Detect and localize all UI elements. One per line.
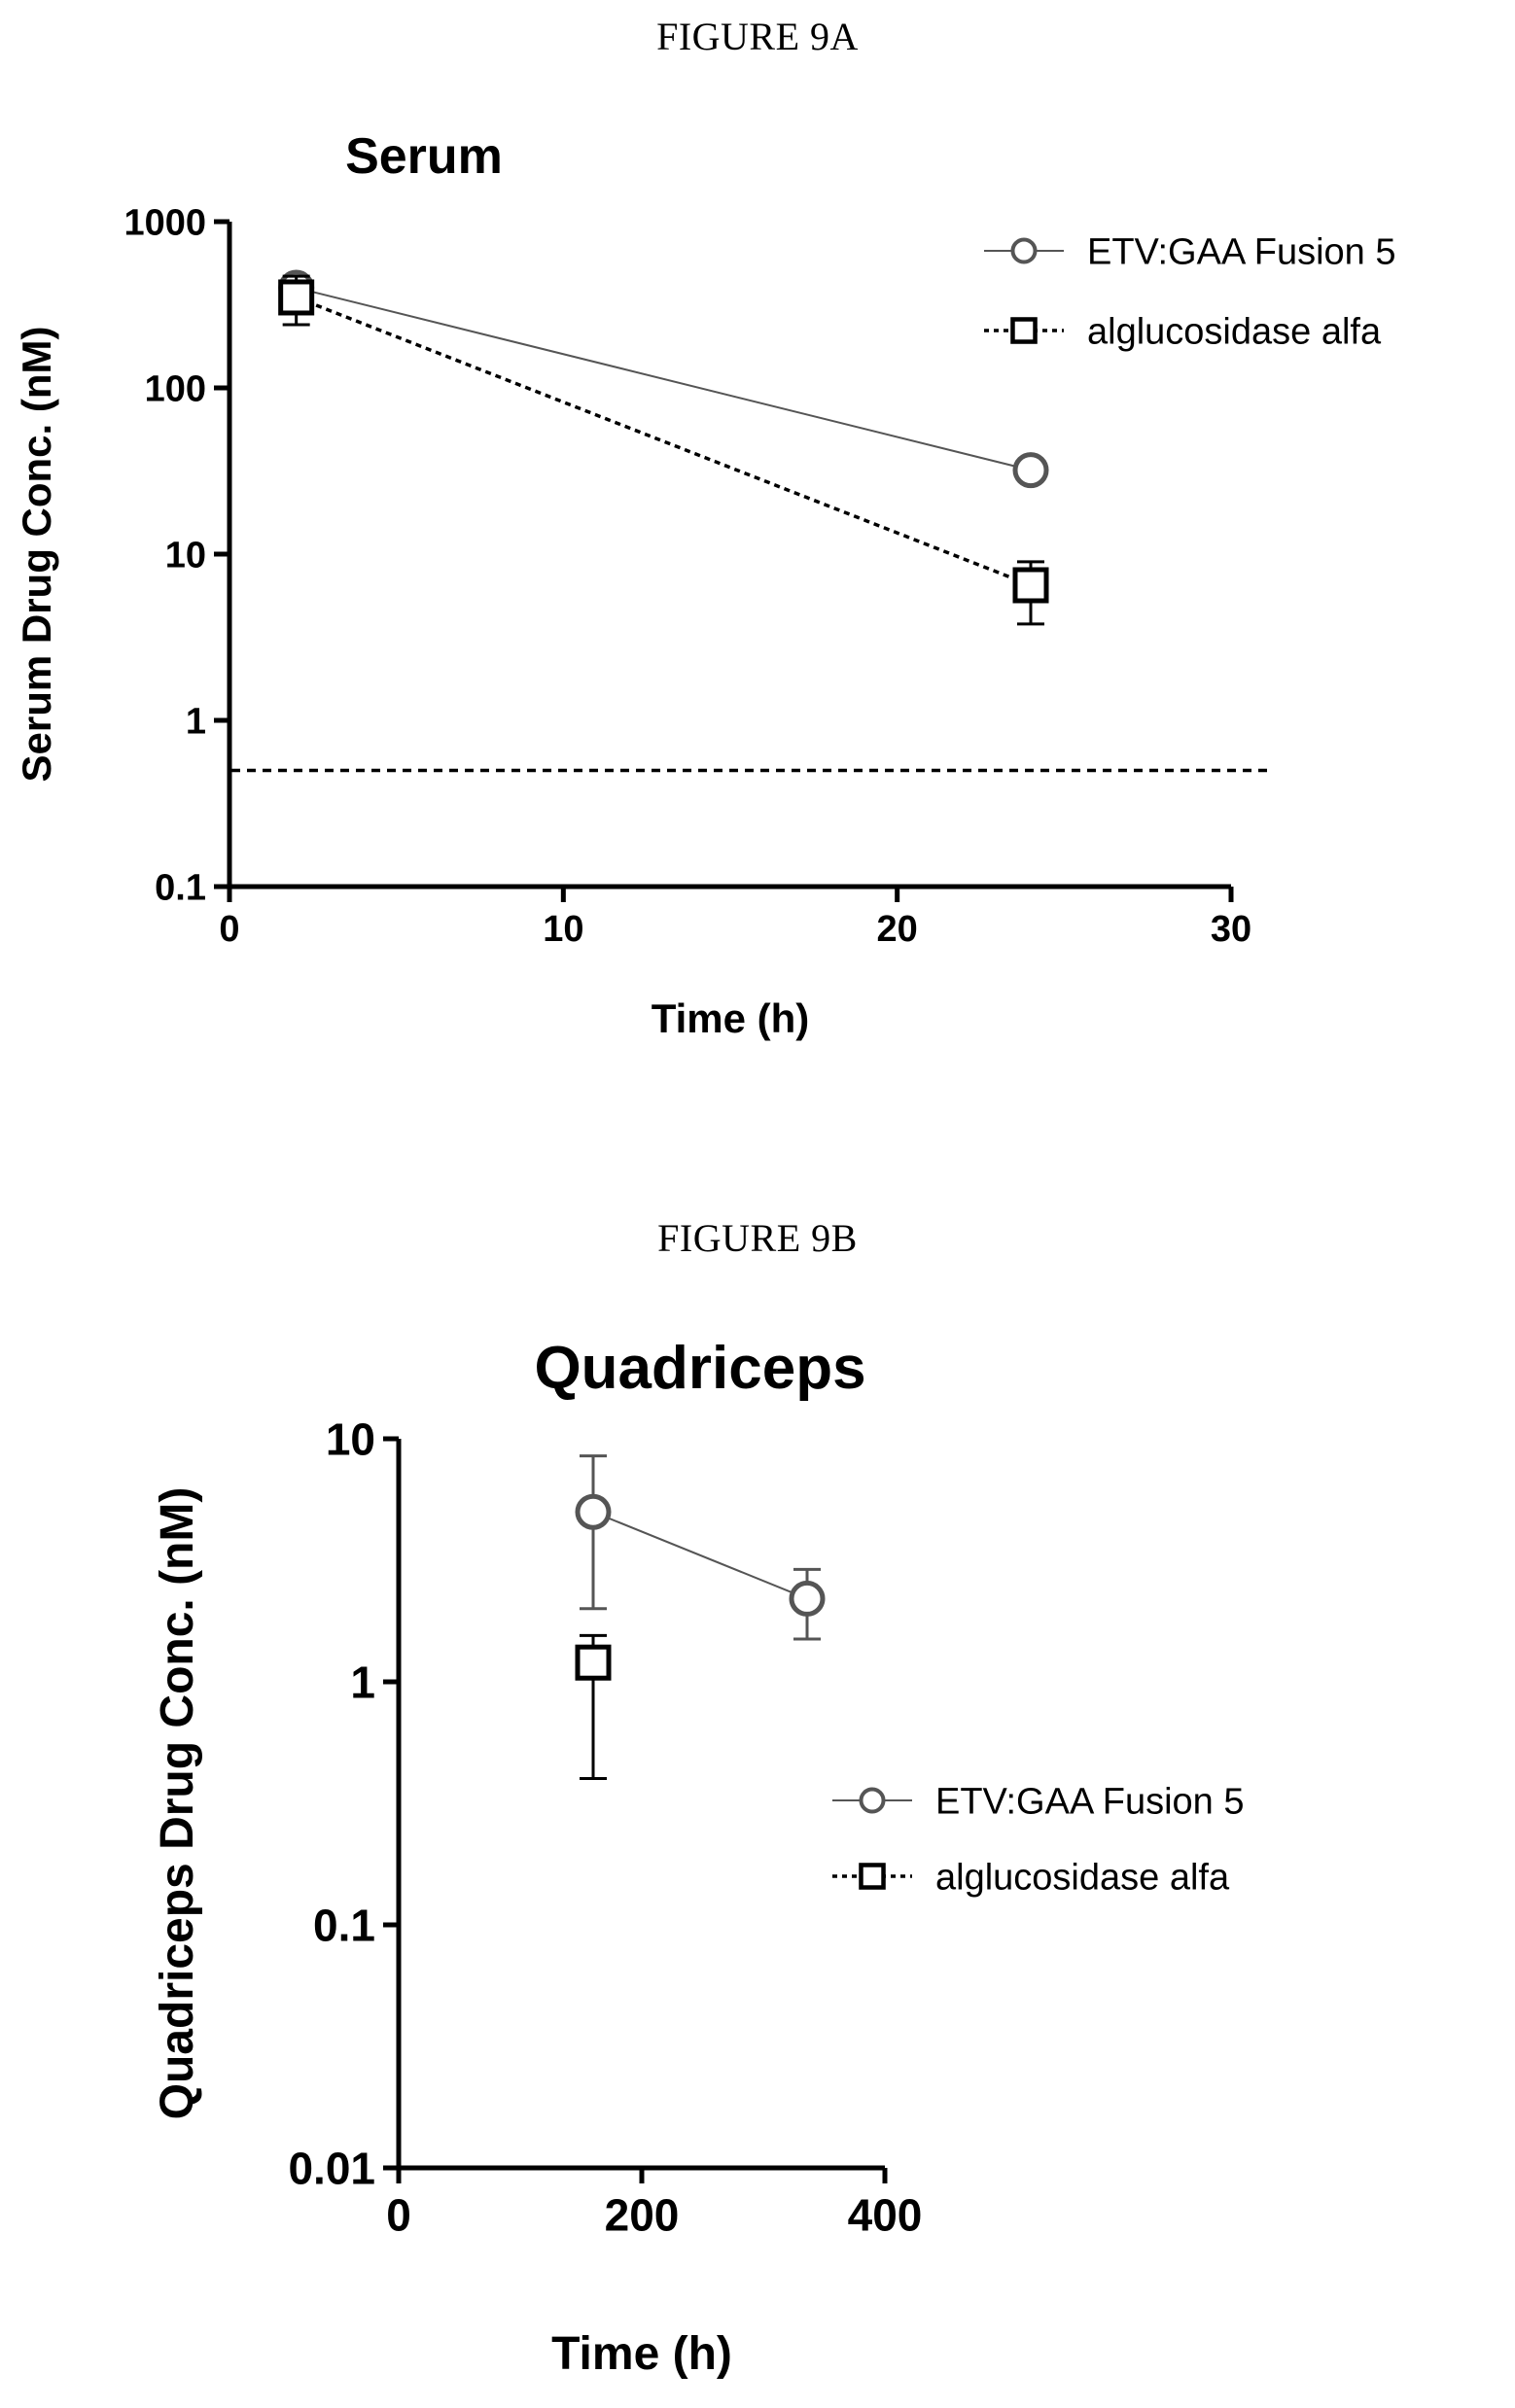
legend-alglucosidase-alfa-label: alglucosidase alfa — [935, 1858, 1230, 1899]
x-tick-label: 0 — [219, 909, 239, 950]
serum-chart: Serum 0.1 1 10 100 1000 0 10 20 30 Time (h) Serum D… — [14, 128, 1396, 1041]
x-tick-label: 10 — [543, 909, 583, 950]
y-tick-label: 100 — [145, 369, 206, 410]
legend-etv-gaa-fusion-5-marker — [859, 1787, 886, 1814]
y-tick-label: 0.01 — [288, 2144, 375, 2194]
y-tick-label: 0.1 — [313, 1901, 375, 1951]
x-tick-label: 30 — [1211, 909, 1251, 950]
alglucosidase-alfa-point — [1012, 567, 1049, 604]
x-tick-label: 400 — [848, 2189, 923, 2240]
legend-etv-gaa-fusion-5-label: ETV:GAA Fusion 5 — [1087, 232, 1396, 273]
figure-9a-caption: FIGURE 9A — [656, 15, 859, 58]
alglucosidase-alfa-point — [575, 1644, 612, 1681]
etv-gaa-fusion-5-point — [789, 1580, 826, 1617]
etv-gaa-fusion-5-point — [575, 1493, 612, 1530]
x-tick-label: 0 — [386, 2189, 411, 2240]
y-tick-label: 1000 — [123, 203, 206, 244]
etv-gaa-fusion-5-line — [296, 287, 1032, 471]
y-tick-label: 10 — [165, 536, 206, 576]
y-axis-label: Serum Drug Conc. (nM) — [14, 327, 59, 783]
y-tick-label: 0.1 — [155, 868, 206, 909]
legend-alglucosidase-alfa-marker — [859, 1863, 886, 1890]
etv-gaa-fusion-5-point — [1012, 452, 1049, 489]
chart-title: Quadriceps — [534, 1335, 865, 1402]
alglucosidase-alfa-line — [296, 296, 1032, 587]
quadriceps-chart: Quadriceps 0.01 0.1 1 10 0 200 400 Time (h) Quadr… — [152, 1335, 1245, 2380]
y-axis-label: Quadriceps Drug Conc. (nM) — [152, 1487, 203, 2120]
legend-alglucosidase-alfa-marker — [1010, 317, 1038, 344]
x-tick-label: 200 — [605, 2189, 680, 2240]
legend-alglucosidase-alfa-label: alglucosidase alfa — [1087, 312, 1382, 353]
chart-title: Serum — [345, 128, 503, 185]
x-axis-label: Time (h) — [551, 2328, 732, 2380]
x-tick-label: 20 — [877, 909, 918, 950]
x-axis-label: Time (h) — [652, 995, 810, 1041]
y-tick-label: 1 — [350, 1658, 375, 1708]
legend-etv-gaa-fusion-5-label: ETV:GAA Fusion 5 — [935, 1782, 1245, 1823]
figure-9b-caption: FIGURE 9B — [657, 1216, 858, 1260]
etv-gaa-fusion-5-line — [592, 1511, 808, 1600]
alglucosidase-alfa-point — [278, 279, 315, 316]
legend-etv-gaa-fusion-5-marker — [1010, 237, 1038, 264]
y-tick-label: 10 — [326, 1414, 375, 1465]
y-tick-label: 1 — [186, 702, 206, 743]
